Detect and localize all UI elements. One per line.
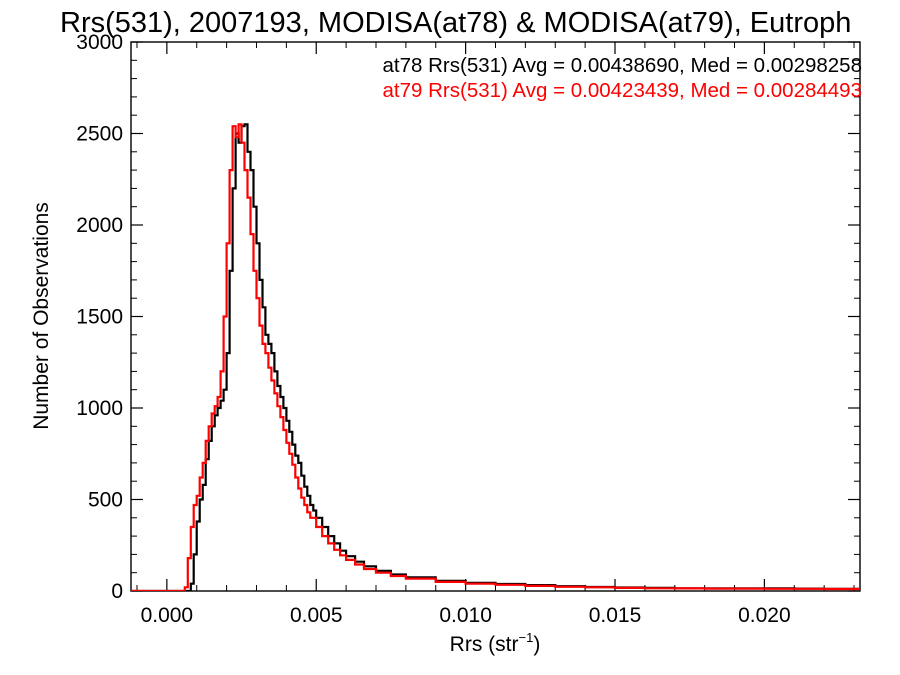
series-line-at79 — [131, 123, 860, 591]
y-tick-label: 500 — [88, 489, 123, 512]
x-tick-label: 0.000 — [141, 604, 194, 627]
x-tick-label: 0.005 — [290, 604, 343, 627]
x-tick-label: 0.015 — [589, 604, 642, 627]
x-tick-label: 0.010 — [439, 604, 492, 627]
y-tick-label: 3000 — [76, 31, 123, 54]
y-tick-label: 2500 — [76, 123, 123, 146]
annotation-at79: at79 Rrs(531) Avg = 0.00423439, Med = 0.… — [383, 79, 862, 102]
x-tick-labels: 0.000 0.005 0.010 0.015 0.020 — [141, 604, 791, 627]
chart-title: Rrs(531), 2007193, MODISA(at78) & MODISA… — [60, 7, 851, 39]
y-tick-label: 1000 — [76, 397, 123, 420]
y-tick-labels: 0 500 1000 1500 2000 2500 3000 — [76, 31, 123, 603]
axis-ticks — [131, 41, 860, 592]
series-group — [131, 123, 860, 591]
annotation-at78: at78 Rrs(531) Avg = 0.00438690, Med = 0.… — [383, 54, 862, 77]
x-axis-label: Rrs (str−1) — [450, 630, 541, 656]
series-line-at78 — [131, 123, 860, 591]
y-tick-label: 2000 — [76, 214, 123, 237]
y-tick-label: 1500 — [76, 306, 123, 329]
y-tick-label: 0 — [111, 580, 123, 603]
x-tick-label: 0.020 — [738, 604, 791, 627]
y-axis-label: Number of Observations — [30, 202, 53, 430]
